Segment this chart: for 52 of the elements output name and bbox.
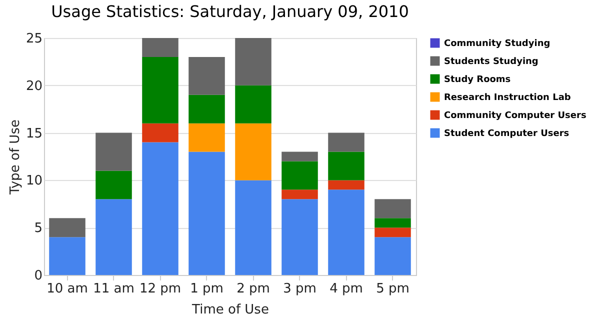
- bar: [235, 180, 272, 275]
- bar: [188, 152, 225, 275]
- legend-label: Students Studying: [444, 57, 538, 67]
- bar: [374, 237, 411, 275]
- bar: [49, 237, 86, 275]
- bar: [142, 56, 178, 124]
- bar: [328, 180, 364, 190]
- bar: [235, 38, 272, 86]
- x-tick-label: 2 pm: [236, 282, 270, 296]
- bar: [374, 218, 411, 228]
- x-tick-label: 4 pm: [330, 282, 363, 296]
- bar: [374, 199, 411, 218]
- y-tick-label: 20: [26, 78, 42, 94]
- bar: [188, 123, 225, 152]
- bar: [96, 199, 132, 275]
- bar: [282, 199, 318, 275]
- x-tick-label: 5 pm: [376, 282, 410, 296]
- y-tick-label: 0: [34, 268, 42, 284]
- bar: [96, 132, 132, 171]
- x-tick-label: 11 am: [93, 282, 134, 296]
- y-axis-title: Type of Use: [8, 120, 23, 196]
- bar: [235, 85, 272, 124]
- bar: [374, 228, 411, 238]
- bar: [142, 123, 178, 142]
- legend-label: Study Rooms: [444, 75, 511, 85]
- bar: [328, 132, 364, 152]
- x-tick-label: 3 pm: [283, 282, 316, 296]
- y-tick-label: 10: [26, 174, 42, 189]
- y-tick-label: 5: [34, 221, 42, 236]
- bar: [142, 38, 178, 57]
- bar: [235, 123, 272, 180]
- y-tick-label: 25: [26, 32, 42, 46]
- bar: [49, 218, 86, 238]
- x-tick-label: 12 pm: [139, 282, 182, 296]
- bar: [188, 94, 225, 124]
- bar: [96, 170, 132, 200]
- bar: [282, 152, 318, 162]
- x-tick-label: 10 am: [46, 282, 88, 296]
- legend-label: Student Computer Users: [444, 129, 570, 139]
- bar: [142, 142, 178, 275]
- chart-title: Usage Statistics: Saturday, January 09, 2010: [51, 2, 409, 21]
- bar: [282, 161, 318, 190]
- y-tick-label: 15: [26, 126, 42, 142]
- bar: [328, 152, 364, 180]
- bar: [328, 190, 364, 275]
- bar: [188, 56, 225, 95]
- legend-label: Community Computer Users: [444, 111, 586, 121]
- legend-label: Research Instruction Lab: [444, 93, 572, 103]
- x-axis-title: Time of Use: [191, 302, 269, 318]
- bar: [282, 190, 318, 200]
- legend-label: Community Studying: [444, 39, 550, 49]
- x-tick-label: 1 pm: [190, 282, 224, 296]
